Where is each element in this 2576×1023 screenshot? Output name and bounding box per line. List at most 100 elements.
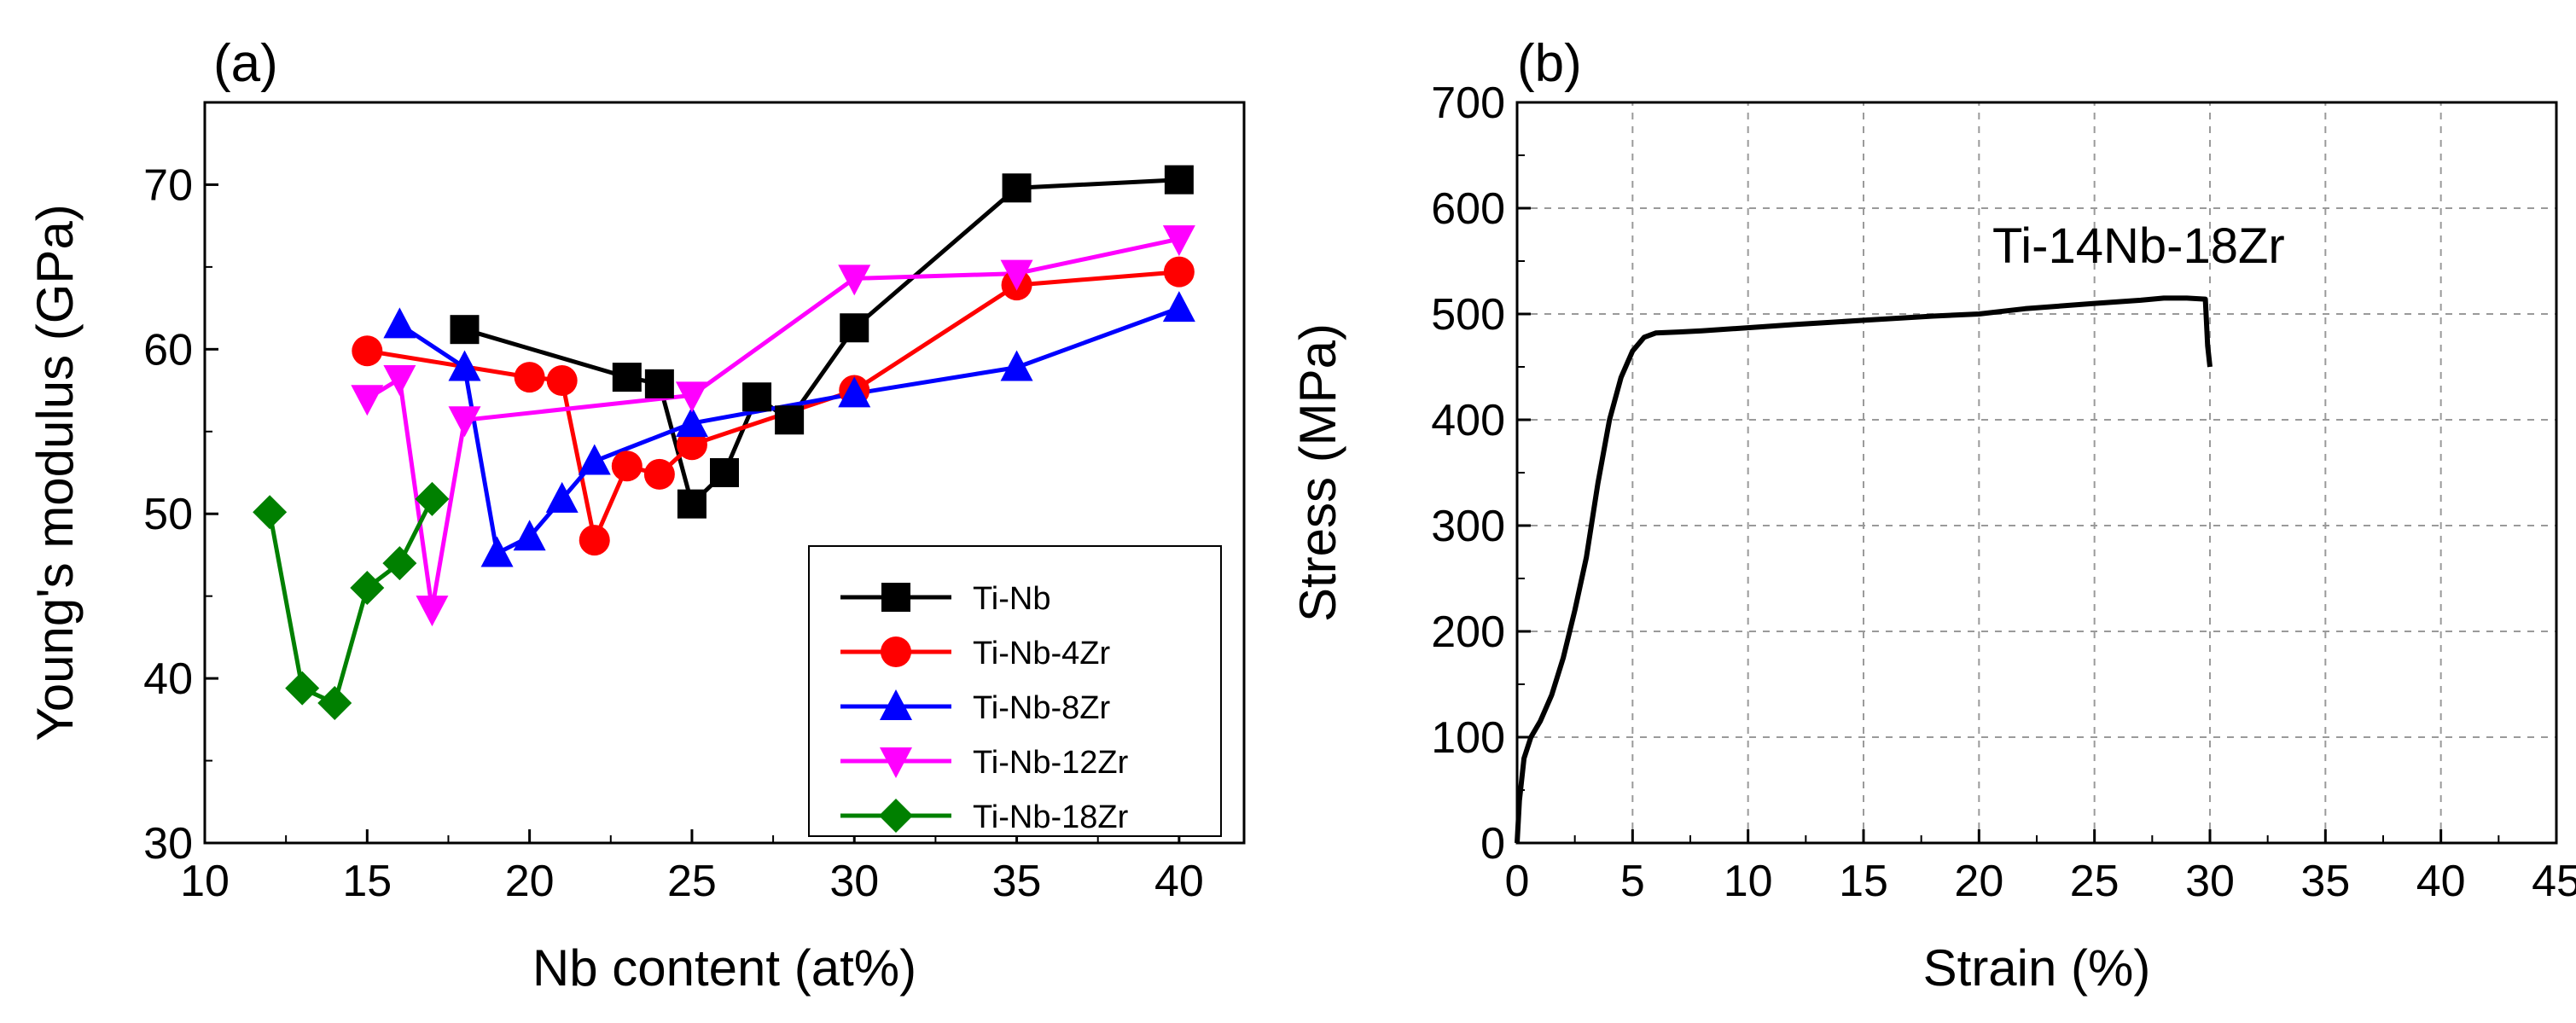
data-point-ti-nb-18zr [285,671,320,706]
y-tick-label: 300 [1431,502,1505,551]
x-tick-label: 25 [2070,857,2120,906]
data-point-ti-nb-12zr [1000,259,1033,291]
data-point-ti-nb [710,458,739,487]
x-tick-label: 45 [2532,857,2576,906]
data-point-ti-nb-18zr [382,546,417,581]
panel-b-annotation: Ti-14Nb-18Zr [1992,218,2285,274]
data-point-ti-nb [677,489,707,519]
panel-a-plot-frame [203,101,1246,845]
data-point-ti-nb-12zr [383,365,416,397]
x-tick-label: 5 [1620,857,1645,906]
y-tick-label: 50 [143,490,193,539]
y-tick-label: 600 [1431,184,1505,234]
x-tick-label: 20 [1954,857,2003,906]
legend-marker-ti-nb-8zr [880,689,912,720]
data-point-ti-nb-8zr [448,350,481,381]
legend-box [808,545,1222,837]
y-tick-label: 30 [143,819,193,869]
x-tick-label: 30 [829,857,879,906]
data-point-ti-nb [742,382,772,412]
x-tick-label: 30 [2185,857,2235,906]
legend-label-ti-nb-4zr: Ti-Nb-4Zr [973,636,1110,671]
chart-panel-a: (a) 10 15 20 25 30 35 40 30 40 50 60 70 Nb content … [26,34,1246,997]
data-point-ti-nb-12zr [351,385,384,416]
legend-marker-ti-nb-18zr [879,799,913,833]
y-tick-label: 0 [1480,819,1505,869]
chart-panel-b: (b) 0 5 10 15 20 25 30 35 40 45 0 100 200 300 400 500 60… [1289,34,2576,997]
data-point-ti-nb [775,405,805,435]
legend-marker-ti-nb [881,583,910,612]
data-point-ti-nb [450,315,480,345]
data-point-ti-nb-18zr [253,495,288,530]
data-point-ti-nb-4zr [546,364,578,396]
data-point-ti-nb-8zr [383,307,416,339]
data-point-ti-nb [644,369,674,398]
panel-b-plot-frame [1515,101,2558,845]
data-point-ti-nb-4zr [1163,256,1195,288]
data-point-ti-nb-8zr [513,520,546,551]
legend-label-ti-nb-12zr: Ti-Nb-12Zr [973,745,1129,781]
panel-a-label: (a) [213,34,278,93]
y-tick-label: 70 [143,160,193,210]
data-point-ti-nb-8zr [480,536,514,567]
x-tick-label: 10 [180,857,230,906]
series-line-ti-nb [463,177,1180,507]
legend-label-ti-nb-8zr: Ti-Nb-8Zr [973,690,1110,726]
data-point-ti-nb-12zr [838,264,871,296]
data-point-ti-nb-12zr [1162,225,1195,257]
x-tick-label: 15 [342,857,392,906]
y-tick-label: 200 [1431,607,1505,657]
x-tick-label: 35 [992,857,1042,906]
series-line-ti-nb-18zr [267,497,434,706]
legend-label-ti-nb: Ti-Nb [973,581,1050,617]
x-tick-label: 20 [505,857,555,906]
data-point-ti-nb-4zr [676,429,707,461]
data-point-ti-nb [1164,165,1194,195]
series-line-ti-nb-4zr [366,270,1180,543]
y-tick-label: 400 [1431,396,1505,445]
data-point-ti-nb-12zr [416,596,449,627]
data-point-ti-nb-4zr [352,335,383,367]
data-point-ti-nb [840,313,869,343]
data-point-ti-nb [1002,173,1032,203]
x-tick-label: 15 [1839,857,1888,906]
data-point-ti-nb-12zr [448,406,481,438]
data-point-ti-nb-4zr [514,362,545,393]
data-point-ti-nb-8zr [578,444,611,475]
panel-b-label: (b) [1517,34,1582,93]
panel-a-x-axis-label: Nb content (at%) [532,939,916,997]
legend-label-ti-nb-18zr: Ti-Nb-18Zr [973,799,1129,835]
panel-a-legend: Ti-Nb Ti-Nb-4Zr Ti-Nb-8Zr Ti-Nb-12Zr Ti-Nb-1… [808,545,1222,837]
data-point-ti-nb-8zr [1162,291,1195,323]
data-point-ti-nb-8zr [1000,350,1033,381]
data-point-ti-nb-4zr [611,450,643,482]
data-point-ti-nb-8zr [675,406,708,438]
series-line-ti-14nb-18zr [1515,295,2213,844]
y-tick-label: 60 [143,325,193,375]
data-point-ti-nb-4zr [643,458,675,490]
x-tick-label: 40 [1154,857,1204,906]
y-tick-label: 500 [1431,290,1505,340]
legend-marker-ti-nb-12zr [880,747,912,778]
y-tick-label: 40 [143,654,193,704]
y-tick-label: 700 [1431,78,1505,128]
x-tick-label: 10 [1724,857,1773,906]
x-tick-label: 40 [2416,857,2466,906]
x-tick-label: 25 [667,857,717,906]
panel-a-y-axis-label: Young's modulus (GPa) [26,204,84,741]
data-point-ti-nb-18zr [350,571,385,606]
data-point-ti-nb [612,363,642,392]
data-point-ti-nb-18zr [317,686,352,721]
x-tick-label: 0 [1505,857,1530,906]
data-point-ti-nb-18zr [415,481,450,516]
data-point-ti-nb-8zr [838,376,871,408]
data-point-ti-nb-4zr [579,525,610,556]
panel-b-y-axis-label: Stress (MPa) [1289,323,1346,622]
y-tick-label: 100 [1431,713,1505,763]
series-line-ti-nb-12zr [366,236,1180,612]
series-line-ti-nb-8zr [398,305,1180,555]
panel-b-x-axis-label: Strain (%) [1923,939,2151,997]
legend-marker-ti-nb-4zr [881,636,911,667]
data-point-ti-nb-12zr [675,381,708,413]
